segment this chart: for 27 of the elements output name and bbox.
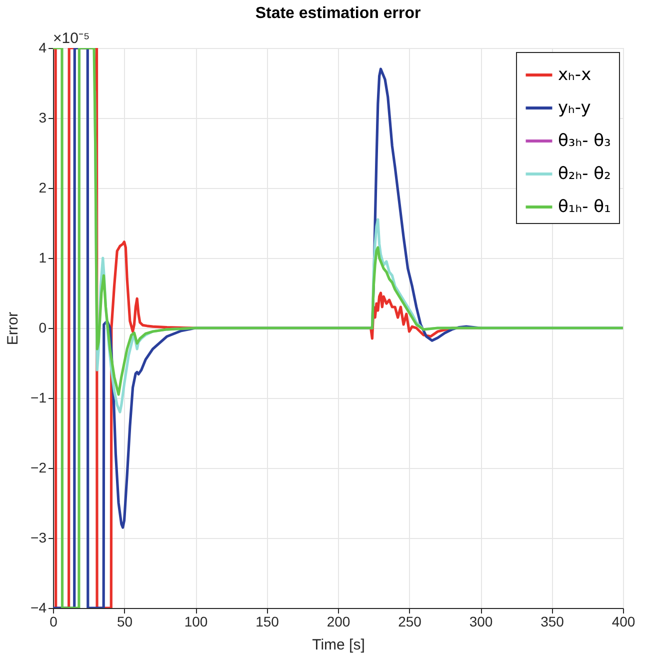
legend-label: θ₃ₕ- θ₃ (558, 131, 611, 151)
y-tick-label: −3 (30, 530, 47, 546)
x-axis-title: Time [s] (312, 636, 365, 654)
x-tick-label: 0 (50, 614, 58, 630)
x-tick-label: 150 (256, 614, 280, 630)
y-axis-title: Error (4, 312, 22, 346)
x-tick-label: 400 (612, 614, 636, 630)
x-tick-label: 350 (540, 614, 564, 630)
x-tick-label: 200 (326, 614, 350, 630)
x-tick-label: 250 (398, 614, 422, 630)
y-tick-label: 0 (38, 320, 47, 336)
legend-label: yₕ-y (558, 98, 591, 118)
chart-title: State estimation error (255, 5, 421, 22)
x-tick-label: 300 (469, 614, 493, 630)
y-tick-label: −4 (30, 600, 47, 616)
x-tick-label: 100 (184, 614, 208, 630)
y-tick-label: 2 (38, 180, 47, 196)
y-tick-label: 3 (38, 110, 47, 126)
y-tick-label: 4 (38, 40, 47, 56)
y-tick-label: 1 (38, 250, 47, 266)
text: ×10⁻⁵ (53, 30, 90, 47)
legend-label: xₕ-x (558, 65, 592, 85)
y-tick-label: −1 (30, 390, 47, 406)
x-tick-label: 50 (116, 614, 133, 630)
y-tick-label: −2 (30, 460, 47, 476)
legend-label: θ₁ₕ- θ₁ (558, 197, 611, 217)
legend-label: θ₂ₕ- θ₂ (558, 164, 611, 184)
